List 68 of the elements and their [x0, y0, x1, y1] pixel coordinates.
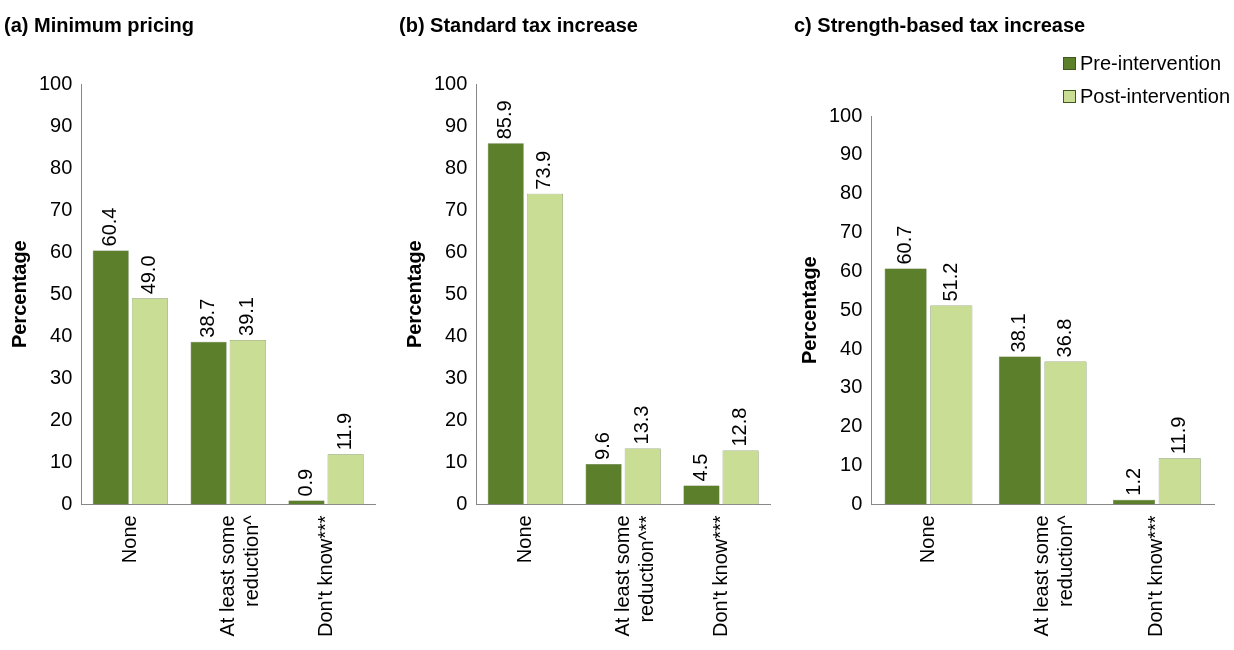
x-tick-label: Don't know***: [1144, 515, 1167, 638]
y-tick-label: 90: [445, 113, 468, 136]
y-tick-label: 10: [50, 449, 73, 472]
chart-title: c) Strength-based tax increase: [794, 13, 1086, 36]
data-label: 39.1: [235, 297, 258, 336]
x-tick-label: None: [117, 515, 140, 564]
data-label: 49.0: [137, 255, 160, 295]
data-label: 11.9: [333, 412, 356, 451]
data-label: 1.2: [1121, 467, 1144, 496]
y-tick-label: 10: [840, 453, 863, 476]
y-tick-label: 60: [50, 239, 73, 262]
x-tick-label: Don't know***: [708, 515, 731, 638]
y-tick-label: 100: [828, 103, 863, 126]
data-label: 13.3: [630, 405, 653, 445]
y-tick-label: 70: [445, 197, 468, 220]
y-tick-label: 60: [445, 239, 468, 262]
y-tick-label: 30: [840, 375, 863, 398]
y-tick-label: 20: [445, 407, 468, 430]
y-tick-label: 80: [840, 181, 863, 204]
chart-title: (b) Standard tax increase: [399, 13, 638, 36]
chart-title: (a) Minimum pricing: [4, 13, 194, 36]
x-tick-label: Don't know***: [313, 515, 336, 638]
y-tick-label: 50: [840, 297, 863, 320]
y-tick-label: 100: [38, 71, 73, 94]
y-tick-label: 0: [851, 491, 863, 514]
data-label: 11.9: [1167, 416, 1190, 455]
y-tick-label: 80: [50, 155, 73, 178]
data-label: 38.7: [196, 298, 219, 338]
y-tick-label: 70: [840, 220, 863, 243]
y-axis-title: Percentage: [402, 240, 425, 349]
y-tick-label: 90: [50, 113, 73, 136]
legend-label: Post-intervention: [1079, 85, 1230, 108]
data-label: 85.9: [493, 100, 516, 140]
y-tick-label: 40: [445, 323, 468, 346]
y-tick-label: 30: [50, 365, 73, 388]
y-tick-label: 20: [50, 407, 73, 430]
data-label: 60.7: [893, 225, 916, 265]
y-tick-label: 20: [840, 414, 863, 437]
y-tick-label: 30: [445, 365, 468, 388]
data-label: 9.6: [591, 432, 614, 460]
y-tick-label: 100: [433, 71, 468, 94]
x-tick-label: None: [512, 515, 535, 564]
y-tick-label: 50: [445, 281, 468, 304]
y-axis-title: Percentage: [797, 256, 820, 365]
y-axis-title: Percentage: [7, 240, 30, 349]
y-tick-label: 40: [50, 323, 73, 346]
y-tick-label: 0: [61, 491, 73, 514]
data-label: 4.5: [689, 453, 711, 482]
x-tick-label: At least some reduction^**: [610, 515, 657, 637]
data-label: 0.9: [294, 468, 316, 497]
data-label: 38.1: [1007, 313, 1030, 353]
y-tick-label: 0: [456, 491, 468, 514]
y-tick-label: 80: [445, 155, 468, 178]
y-tick-label: 50: [50, 281, 73, 304]
data-label: 73.9: [532, 150, 555, 190]
y-tick-label: 40: [840, 336, 863, 359]
y-tick-label: 10: [445, 449, 468, 472]
x-tick-label: At least some reduction^: [1030, 514, 1077, 637]
data-label: 12.8: [728, 407, 751, 447]
y-tick-label: 60: [840, 258, 863, 281]
data-label: 60.4: [98, 207, 121, 247]
y-tick-label: 70: [50, 197, 73, 220]
legend-label: Pre-intervention: [1079, 52, 1222, 75]
x-tick-label: None: [915, 515, 938, 564]
x-tick-label: At least some reduction^: [215, 514, 262, 637]
data-label: 51.2: [938, 262, 961, 302]
y-tick-label: 90: [840, 142, 863, 165]
data-label: 36.8: [1053, 318, 1076, 358]
